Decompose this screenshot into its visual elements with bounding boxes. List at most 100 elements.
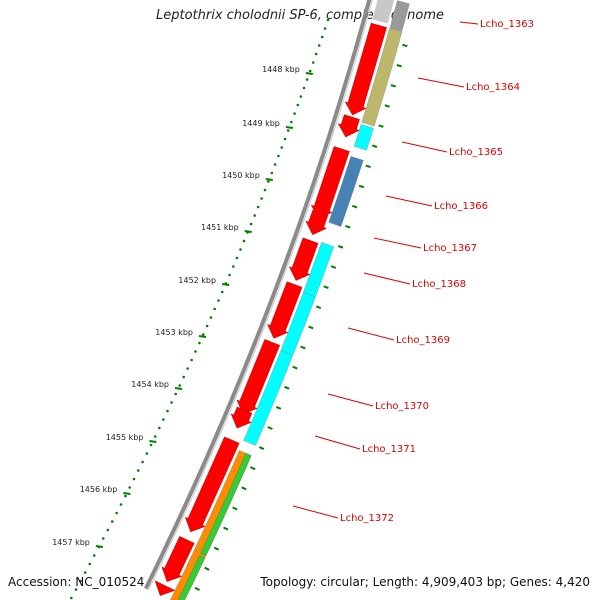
scale-dot — [149, 443, 153, 447]
cds-arrow — [337, 114, 360, 138]
dotted-scale — [70, 18, 330, 600]
label-leader — [459, 21, 479, 25]
scale-dot — [326, 18, 330, 22]
scale-dot — [202, 333, 205, 336]
gene-label[interactable]: Lcho_1368 — [412, 279, 466, 290]
scale-dot — [145, 452, 149, 455]
scale-dot — [232, 265, 235, 268]
scale-dot — [209, 316, 213, 319]
scale-dot — [249, 222, 253, 226]
label-leader — [314, 435, 361, 450]
minor-tick — [402, 43, 408, 48]
gene-label[interactable]: Lcho_1364 — [466, 82, 520, 93]
scale-dot — [323, 27, 327, 30]
scale-dot — [198, 341, 201, 345]
gene-label[interactable]: Lcho_1371 — [362, 444, 416, 455]
scale-dot — [137, 469, 140, 472]
scale-dot — [88, 562, 92, 566]
scale-dot — [314, 52, 318, 56]
scale-dot — [263, 188, 267, 192]
feature-block-grey — [389, 0, 410, 32]
minor-tick — [351, 204, 358, 209]
label-leader — [401, 141, 448, 153]
minor-tick — [315, 305, 322, 310]
minor-tick — [194, 586, 201, 591]
accession-text: Accession: NC_010524 — [8, 575, 145, 589]
scale-dot — [260, 197, 263, 200]
kbp-tick — [149, 440, 157, 443]
minor-tick — [213, 546, 220, 551]
scale-dot — [166, 409, 169, 413]
scale-dot — [74, 588, 78, 591]
minor-tick — [323, 285, 329, 289]
scale-dot — [235, 256, 239, 260]
minor-tick — [292, 365, 298, 370]
backbone-line — [143, 0, 372, 590]
gene-label[interactable]: Lcho_1367 — [423, 243, 477, 254]
scale-dot — [110, 520, 114, 523]
scale-dot — [174, 392, 177, 396]
scale-dot — [242, 239, 246, 243]
scale-dot — [217, 299, 220, 302]
label-leader-layer: Lcho_1363 Lcho_1364 Lcho_1365 Lcho_1366 Lcho… — [292, 19, 534, 524]
minor-tick — [284, 385, 290, 390]
topology-text: Topology: circular; Length: 4,909,403 bp… — [260, 575, 590, 589]
scale-dot — [224, 282, 228, 285]
gene-label[interactable]: Lcho_1369 — [396, 335, 450, 346]
cds-arrow — [184, 436, 240, 533]
label-leader — [417, 77, 465, 88]
scale-dot — [83, 571, 87, 574]
feature-block-grey — [372, 0, 395, 24]
kbp-tick-label: 1449 kbp — [242, 119, 280, 128]
scale-dot — [132, 477, 136, 481]
minor-tick — [250, 466, 256, 471]
kbp-tick-layer: 1448 kbp 1449 kbp 1450 kbp 1451 kbp 1452 kbp… — [52, 65, 313, 548]
cds-arrow — [161, 536, 195, 582]
feature-block-green — [200, 452, 252, 557]
minor-tick-layer — [194, 43, 408, 591]
label-leader — [292, 505, 339, 519]
kbp-tick-label: 1457 kbp — [52, 538, 90, 547]
minor-tick — [390, 84, 396, 88]
cds-arrow — [267, 281, 303, 339]
kbp-tick — [265, 178, 273, 181]
kbp-tick-label: 1450 kbp — [222, 171, 260, 180]
scale-dot — [277, 154, 280, 158]
scale-dot — [158, 426, 161, 430]
scale-dot — [128, 486, 131, 489]
scale-dot — [305, 78, 309, 81]
scale-dot — [283, 137, 287, 141]
kbp-tick — [305, 72, 313, 75]
gene-label[interactable]: Lcho_1363 — [480, 19, 534, 30]
scale-dot — [267, 180, 270, 183]
scale-dot — [302, 86, 306, 90]
scale-dot — [280, 146, 284, 149]
label-leader — [385, 195, 433, 207]
kbp-tick-label: 1453 kbp — [155, 328, 193, 337]
label-leader — [363, 272, 411, 285]
minor-tick — [337, 245, 344, 249]
cds-arrow — [154, 580, 176, 596]
minor-tick — [330, 265, 337, 269]
scale-dot — [153, 435, 157, 438]
gene-label[interactable]: Lcho_1365 — [449, 147, 503, 158]
minor-tick — [365, 164, 371, 169]
minor-tick — [204, 566, 210, 571]
kbp-tick-label: 1448 kbp — [262, 65, 300, 74]
feature-block — [243, 350, 294, 446]
scale-dot — [296, 103, 300, 107]
scale-dot — [170, 401, 173, 404]
gene-label[interactable]: Lcho_1366 — [434, 201, 488, 212]
kbp-tick — [198, 335, 207, 338]
scale-dot — [106, 528, 110, 532]
map-title: Leptothrix cholodnii SP-6, complete geno… — [156, 8, 444, 23]
gene-label[interactable]: Lcho_1370 — [375, 401, 429, 412]
scale-dot — [228, 273, 231, 277]
scale-dot — [186, 367, 189, 370]
scale-dot — [253, 214, 256, 217]
gene-label[interactable]: Lcho_1372 — [340, 513, 394, 524]
scale-dot — [246, 231, 249, 234]
feature-layer — [154, 0, 410, 600]
scale-dot — [293, 112, 296, 115]
scale-dot — [205, 324, 209, 328]
